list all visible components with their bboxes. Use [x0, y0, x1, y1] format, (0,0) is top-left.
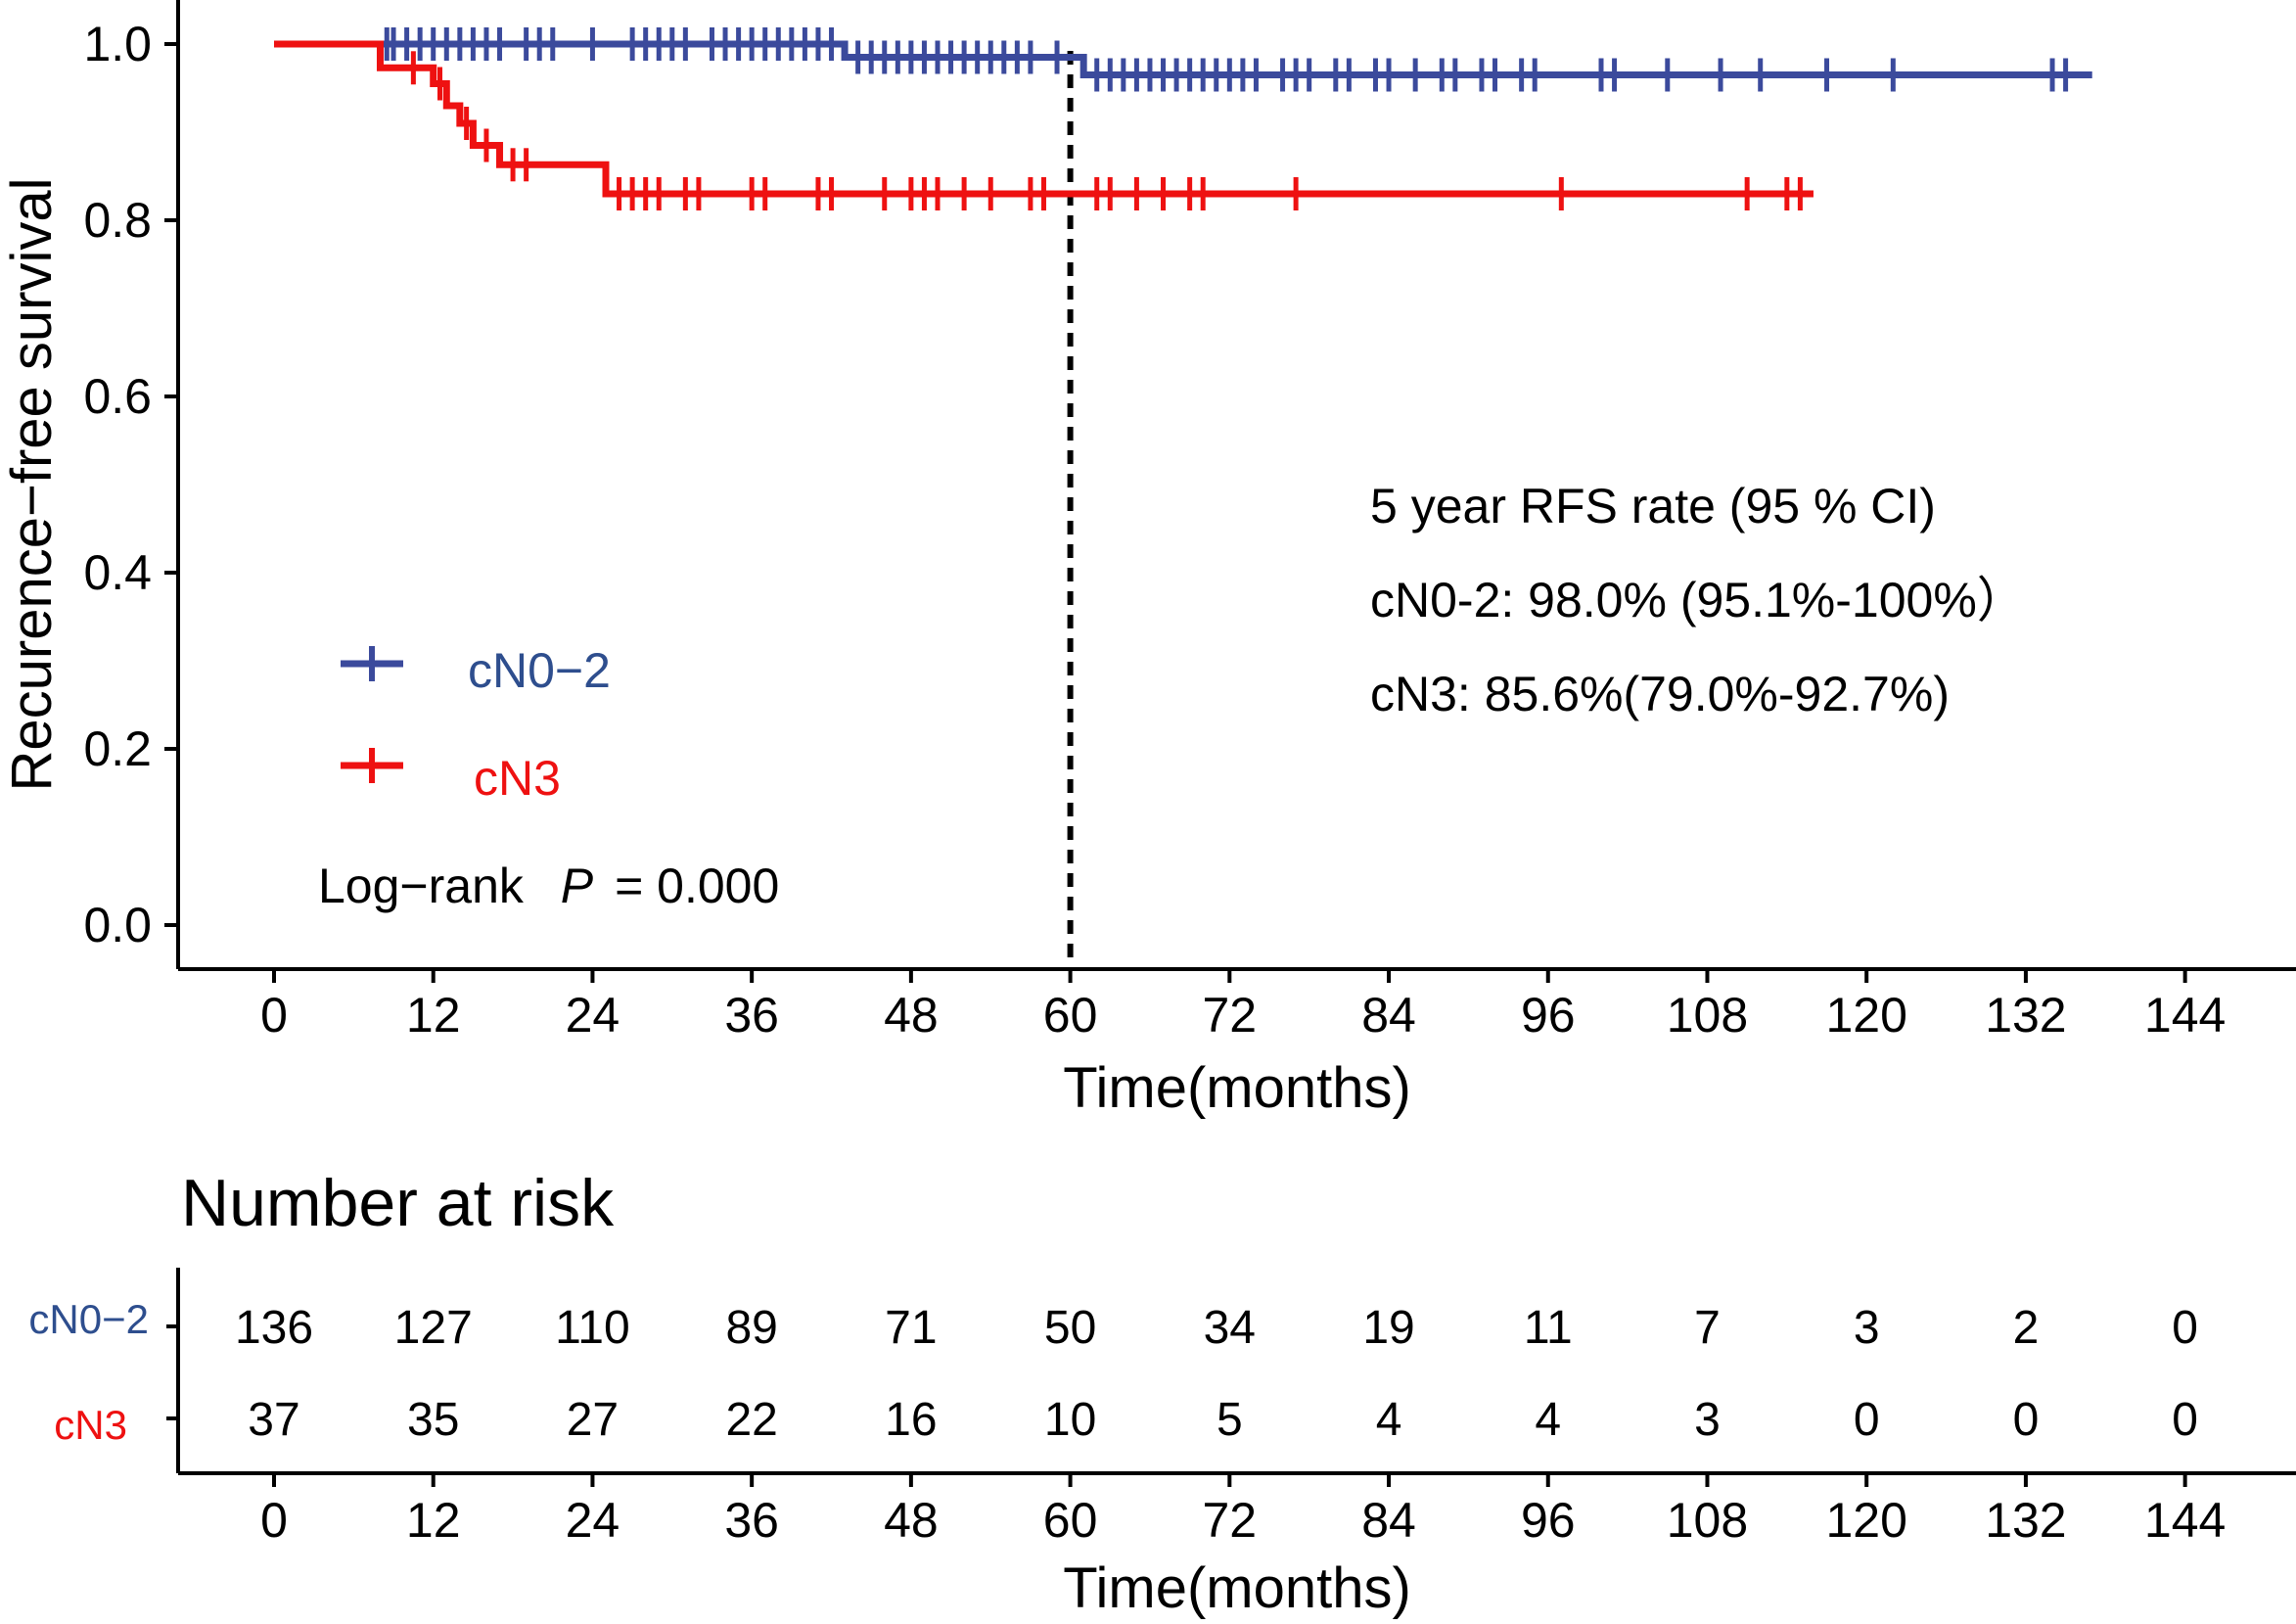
- risk-value-cn3: 5: [1217, 1394, 1243, 1446]
- risk-value-cn3: 35: [407, 1394, 459, 1446]
- risk-value-cn3: 3: [1694, 1394, 1721, 1446]
- risk-value-cn3: 10: [1044, 1394, 1096, 1446]
- legend-label-cn3: cN3: [474, 751, 561, 806]
- risk-value-cn02: 3: [1854, 1302, 1880, 1354]
- risk-x-tick-label: 60: [1043, 1493, 1098, 1548]
- risk-x-tick-label: 48: [884, 1493, 939, 1548]
- risk-value-cn02: 11: [1524, 1302, 1573, 1354]
- legend-label-cn02: cN0−2: [468, 643, 611, 698]
- risk-value-cn02: 50: [1044, 1302, 1096, 1354]
- logrank-prefix: Log−rank: [318, 858, 525, 913]
- risk-x-tick-label: 12: [406, 1493, 461, 1548]
- risk-value-cn02: 34: [1204, 1302, 1256, 1354]
- rfs-rate-title: 5 year RFS rate (95 % CI): [1370, 479, 1936, 534]
- risk-value-cn02: 71: [885, 1302, 937, 1354]
- risk-x-tick-label: 96: [1521, 1493, 1576, 1548]
- x-tick-label: 48: [884, 988, 939, 1043]
- x-tick-label: 132: [1985, 988, 2066, 1043]
- risk-x-tick-label: 72: [1203, 1493, 1258, 1548]
- risk-x-tick-label: 144: [2144, 1493, 2226, 1548]
- risk-value-cn3: 37: [248, 1394, 299, 1446]
- risk-x-tick-label: 36: [724, 1493, 779, 1548]
- risk-x-tick-label: 0: [260, 1493, 288, 1548]
- survival-curve-cn02: [274, 40, 2092, 78]
- x-tick-label: 24: [566, 988, 620, 1043]
- risk-x-tick-label: 120: [1825, 1493, 1906, 1548]
- risk-row-label-cn02: cN0−2: [28, 1296, 149, 1342]
- y-ticks: 0.0 0.2 0.4 0.6 0.8 1.0: [83, 17, 178, 952]
- rfs-rate-cn02: cN0-2: 98.0% (95.1%-100%）: [1370, 573, 2026, 627]
- risk-x-ticks: 0 12 24 36 48 60 72 84 96 108 120 132 144: [260, 1473, 2226, 1548]
- y-tick-label: 0.2: [83, 721, 152, 776]
- risk-value-cn02: 127: [394, 1302, 473, 1354]
- risk-row-label-cn3: cN3: [54, 1402, 127, 1448]
- logrank-annotation: Log−rank P = 0.000: [318, 858, 779, 913]
- y-tick-label: 0.0: [83, 898, 152, 952]
- x-tick-label: 60: [1043, 988, 1098, 1043]
- risk-table: Number at risk cN0−2 cN3 136 127 110 89 71 50…: [28, 1166, 2296, 1620]
- risk-value-cn02: 89: [725, 1302, 777, 1354]
- risk-x-tick-label: 24: [566, 1493, 620, 1548]
- risk-value-cn3: 0: [2172, 1394, 2198, 1446]
- risk-value-cn02: 2: [2013, 1302, 2040, 1354]
- x-tick-label: 120: [1825, 988, 1906, 1043]
- risk-value-cn3: 4: [1376, 1394, 1402, 1446]
- x-tick-label: 108: [1667, 988, 1748, 1043]
- x-tick-label: 72: [1203, 988, 1258, 1043]
- risk-value-cn02: 0: [2172, 1302, 2198, 1354]
- y-tick-label: 0.8: [83, 193, 152, 248]
- risk-value-cn3: 0: [2013, 1394, 2040, 1446]
- survival-curve-cn3: [274, 40, 1814, 198]
- risk-value-cn02: 7: [1694, 1302, 1721, 1354]
- risk-value-cn3: 16: [885, 1394, 937, 1446]
- survival-curves: [274, 27, 2092, 210]
- risk-value-cn02: 110: [555, 1302, 630, 1354]
- risk-value-cn3: 0: [1854, 1394, 1880, 1446]
- risk-value-cn3: 27: [567, 1394, 619, 1446]
- x-tick-label: 36: [724, 988, 779, 1043]
- risk-value-cn02: 136: [235, 1302, 313, 1354]
- x-tick-label: 12: [406, 988, 461, 1043]
- risk-x-tick-label: 108: [1667, 1493, 1748, 1548]
- rfs-rate-cn3: cN3: 85.6%(79.0%-92.7%): [1370, 667, 1950, 721]
- y-tick-label: 0.4: [83, 545, 152, 600]
- x-ticks: 0 12 24 36 48 60 72 84 96 108 120 132 144: [260, 969, 2226, 1043]
- risk-value-cn3: 22: [725, 1394, 777, 1446]
- risk-value-cn02: 19: [1362, 1302, 1414, 1354]
- risk-values: 136 127 110 89 71 50 34 19 11 7 3 2 037 35 27 22 16 10 5 4 4…: [235, 1302, 2198, 1446]
- y-axis-label: Recurence−free survival: [0, 177, 64, 791]
- risk-value-cn3: 4: [1535, 1394, 1561, 1446]
- y-tick-label: 1.0: [83, 17, 152, 71]
- km-plot: 0.0 0.2 0.4 0.6 0.8 1.0 0 12 24 36 48 60 72 84 96 108 1…: [0, 0, 2296, 1120]
- logrank-p-symbol: P: [561, 858, 594, 913]
- y-tick-label: 0.6: [83, 369, 152, 424]
- risk-x-tick-label: 132: [1985, 1493, 2066, 1548]
- risk-table-title: Number at risk: [181, 1166, 615, 1240]
- x-tick-label: 0: [260, 988, 288, 1043]
- x-tick-label: 144: [2144, 988, 2226, 1043]
- risk-x-axis-label: Time(months): [1063, 1556, 1411, 1620]
- legend: cN0−2 cN3: [341, 643, 611, 806]
- x-tick-label: 96: [1521, 988, 1576, 1043]
- risk-x-tick-label: 84: [1361, 1493, 1416, 1548]
- x-axis-label: Time(months): [1063, 1056, 1411, 1120]
- x-tick-label: 84: [1361, 988, 1416, 1043]
- logrank-value: = 0.000: [615, 858, 779, 913]
